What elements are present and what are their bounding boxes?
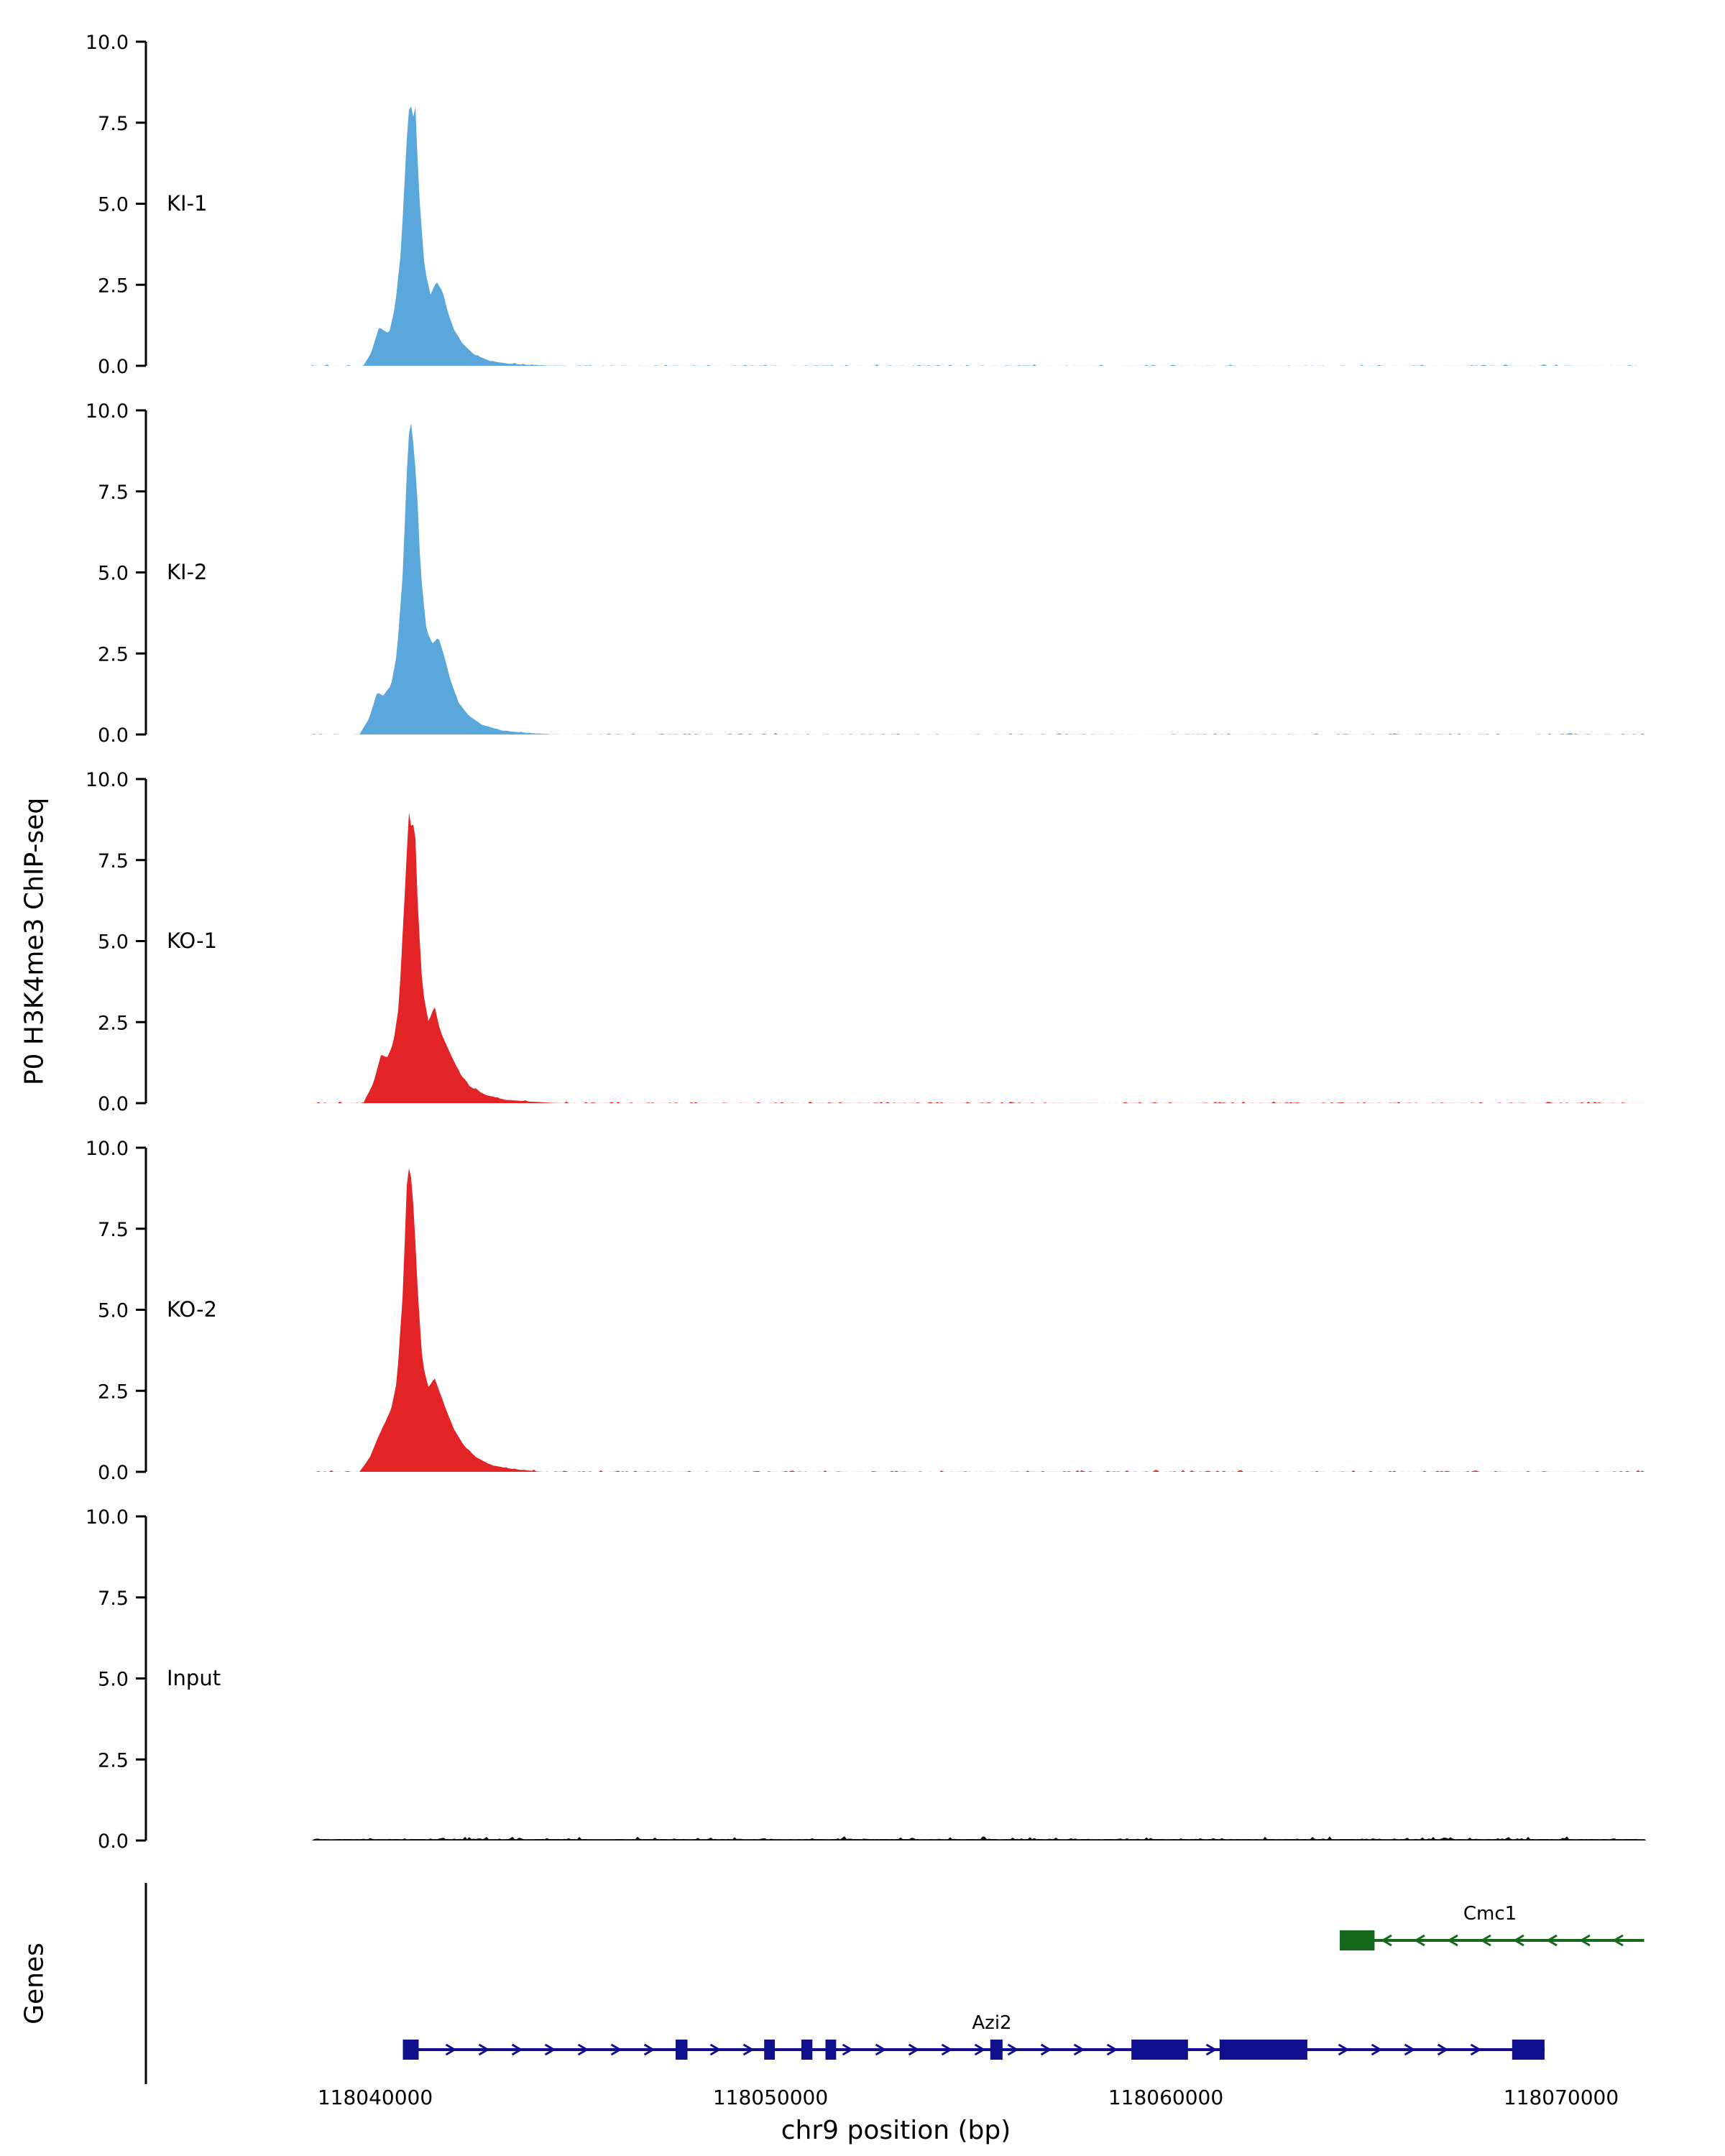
y-tick-label: 5.0 [98,931,129,954]
y-tick-label: 7.5 [98,482,129,504]
gene-exon [1340,1930,1375,1950]
x-tick-label-118050000: 118050000 [712,2086,829,2109]
strand-arrow [1371,2043,1383,2056]
y-tick-label: 7.5 [98,1219,129,1241]
y-tick-label: 0.0 [98,356,129,378]
y-tick-label: 10.0 [86,32,129,54]
y-tick-label: 2.5 [98,1749,129,1772]
y-tick-label: 10.0 [86,1506,129,1529]
strand-arrow [1437,2043,1449,2056]
strand-arrow [1414,1934,1425,1947]
gene-exon [1219,2040,1307,2060]
gene-exon [990,2040,1003,2060]
strand-arrow [842,2043,854,2056]
strand-arrow [1073,2043,1085,2056]
strand-arrow [643,2043,656,2056]
strand-arrow [1513,1934,1524,1947]
strand-arrow [1007,2043,1019,2056]
y-tick-label: 0.0 [98,724,129,747]
strand-arrow [610,2043,622,2056]
gene-exon [1512,2040,1545,2060]
x-axis-title: chr9 position (bp) [781,2116,1011,2145]
track-label-ki-2: KI-2 [167,559,208,584]
signal-area-ko-2 [312,1168,1647,1472]
strand-arrow [941,2043,953,2056]
y-axis-title: P0 H3K4me3 ChIP-seq [19,797,50,1085]
track-label-input: Input [167,1665,221,1690]
strand-arrow [577,2043,589,2056]
y-tick-label: 0.0 [98,1093,129,1115]
strand-arrow [1447,1934,1458,1947]
strand-arrow [511,2043,523,2056]
strand-arrow [478,2043,490,2056]
x-tick-label-118040000: 118040000 [317,2086,433,2109]
y-tick-label: 0.0 [98,1462,129,1484]
y-tick-label: 10.0 [86,769,129,791]
y-tick-label: 7.5 [98,1588,129,1610]
strand-arrow [1338,2043,1350,2056]
strand-arrow [1381,1934,1392,1947]
gene-exon [1131,2040,1188,2060]
signal-area-ki-1 [312,106,1647,366]
y-tick-label: 10.0 [86,400,129,423]
y-tick-label: 2.5 [98,1381,129,1403]
strand-arrow [445,2043,457,2056]
gene-label-azi2: Azi2 [972,2012,1012,2034]
strand-arrow [544,2043,556,2056]
gene-exon [801,2040,813,2060]
y-tick-label: 5.0 [98,1669,129,1691]
strand-arrow [1579,1934,1591,1947]
signal-area-ki-2 [312,423,1647,734]
gene-exon [402,2040,419,2060]
genes-axis-title: Genes [19,1943,50,2024]
y-tick-label: 0.0 [98,1830,129,1853]
x-tick-label-118060000: 118060000 [1108,2086,1224,2109]
gene-label-cmc1: Cmc1 [1463,1903,1517,1925]
gene-exon [676,2040,688,2060]
y-tick-label: 5.0 [98,563,129,585]
strand-arrow [1470,2043,1482,2056]
y-tick-label: 2.5 [98,1012,129,1034]
y-tick-label: 2.5 [98,643,129,665]
signal-area-input [312,1836,1647,1841]
x-tick-label-118070000: 118070000 [1503,2086,1619,2109]
strand-arrow [1546,1934,1558,1947]
y-tick-label: 7.5 [98,850,129,872]
y-tick-label: 10.0 [86,1138,129,1160]
signal-area-ko-1 [312,812,1647,1103]
strand-arrow [908,2043,920,2056]
strand-arrow [1480,1934,1491,1947]
y-tick-label: 2.5 [98,275,129,297]
strand-arrow [1040,2043,1052,2056]
y-tick-label: 7.5 [98,113,129,135]
strand-arrow [1612,1934,1624,1947]
strand-arrow [742,2043,755,2056]
y-tick-label: 5.0 [98,194,129,216]
strand-arrow [709,2043,722,2056]
strand-arrow [1205,2043,1218,2056]
gene-exon [825,2040,837,2060]
strand-arrow [875,2043,887,2056]
strand-arrow [974,2043,986,2056]
strand-arrow [1106,2043,1118,2056]
strand-arrow [1404,2043,1416,2056]
y-tick-label: 5.0 [98,1300,129,1322]
track-label-ko-2: KO-2 [167,1296,217,1322]
track-label-ki-1: KI-1 [167,190,208,216]
gene-exon [764,2040,776,2060]
track-label-ko-1: KO-1 [167,928,217,953]
